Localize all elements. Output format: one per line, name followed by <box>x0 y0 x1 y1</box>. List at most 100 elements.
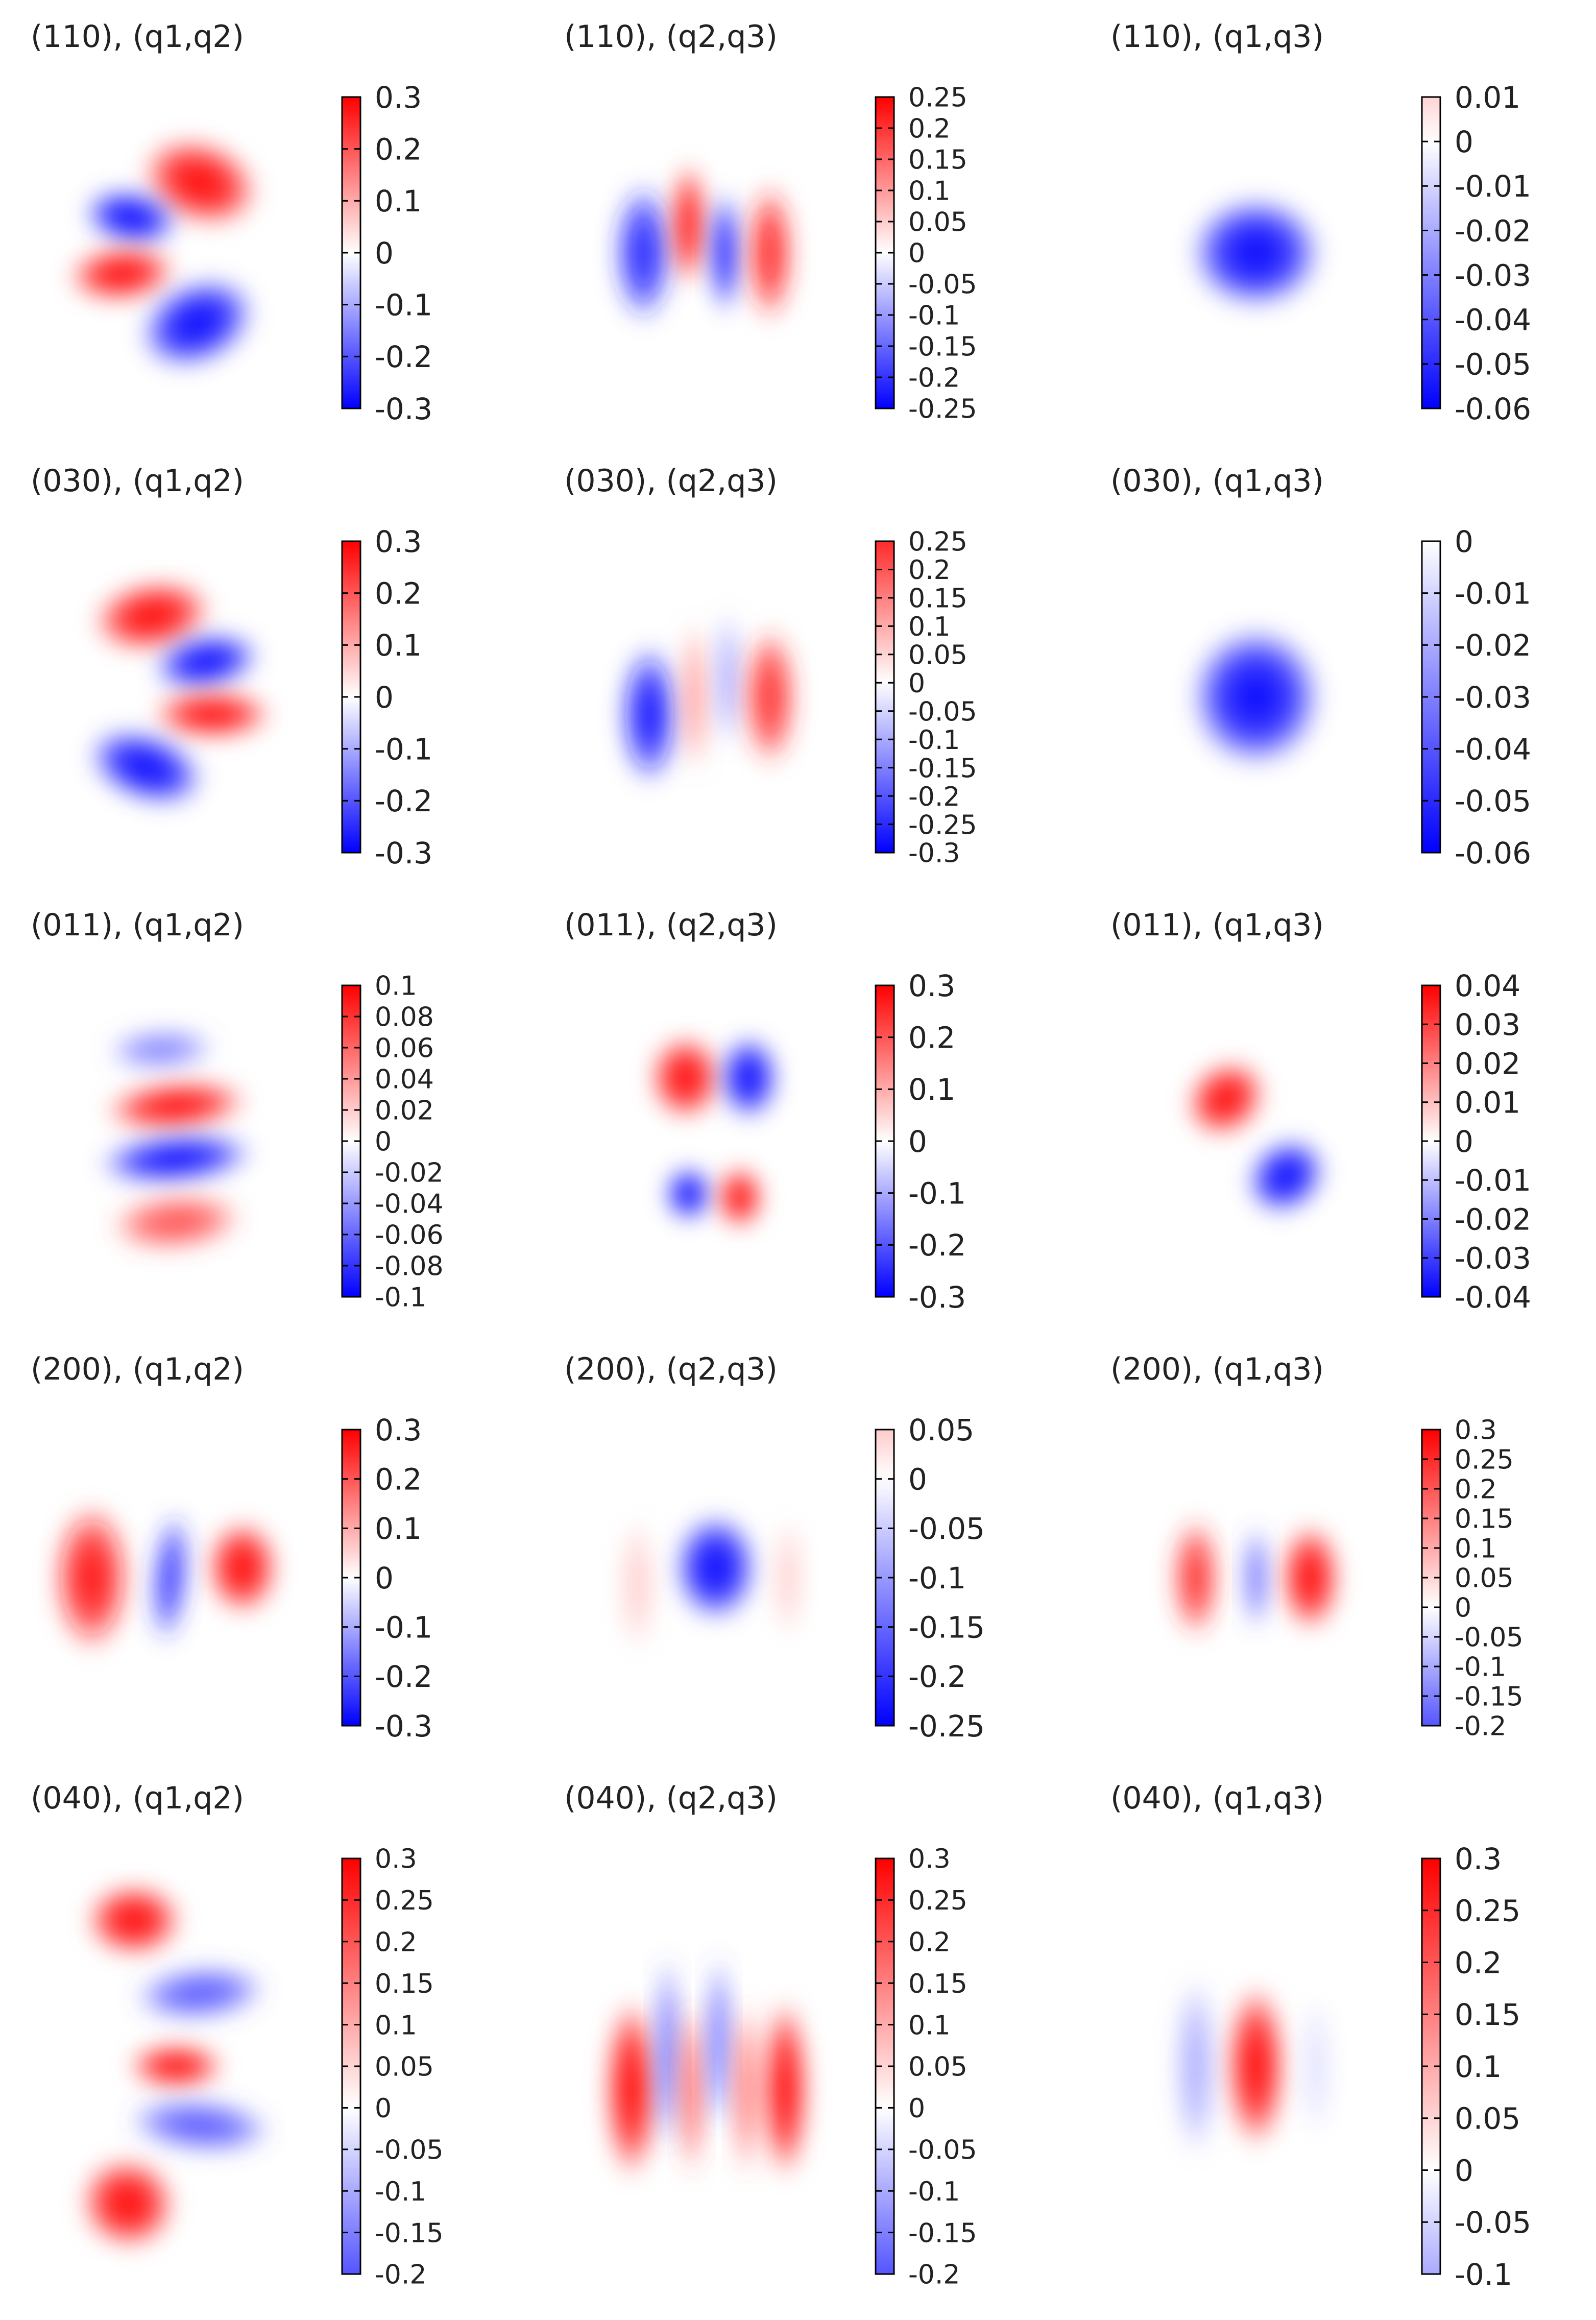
colorbar-tick-label: -0.02 <box>1455 1202 1531 1237</box>
heatmap-panel: (200), (q1,q3) 0.30.250.20.150.10.050-0.0… <box>1110 1351 1524 1742</box>
colorbar-tick-label: 0.03 <box>1455 1007 1520 1042</box>
colorbar-tick-label: 0.15 <box>1455 1997 1520 2032</box>
colorbar-tick-label: -0.3 <box>908 838 960 869</box>
colorbar-tick-label: -0.04 <box>375 1189 444 1220</box>
colorbar-tick-label: 0.2 <box>908 114 951 144</box>
colorbar: 0.250.20.150.10.050-0.05-0.1-0.15-0.2-0.… <box>875 83 977 425</box>
colorbar-tick-label: 0 <box>908 2093 925 2124</box>
negative-lobe <box>107 1028 215 1071</box>
colorbar-tick-label: -0.2 <box>375 2260 426 2290</box>
colorbar: 0.3 0.2 0.1 0 -0.1 -0.2 -0.3 <box>341 524 432 871</box>
colorbar-tick-label: -0.04 <box>1455 732 1531 767</box>
panel-title: (040), (q1,q2) <box>31 1780 244 1816</box>
colorbar-tick-label: -0.02 <box>1455 213 1531 248</box>
colorbar-tick-label: 0 <box>908 238 925 269</box>
negative-lobe <box>134 1965 267 2021</box>
colorbar-tick-label: -0.15 <box>908 753 977 784</box>
colorbar-tick-label: -0.06 <box>1455 836 1531 871</box>
panel-title: (110), (q1,q3) <box>1110 19 1324 55</box>
colorbar-tick-label: 0.2 <box>1455 1475 1497 1505</box>
positive-lobe <box>80 2157 176 2250</box>
colorbar: 0.3 0.2 0.1 0 -0.1 -0.2 -0.3 <box>875 969 966 1315</box>
colorbar-tick-label: -0.05 <box>908 1511 985 1546</box>
negative-lobe <box>88 728 204 807</box>
colorbar-tick-label: -0.02 <box>375 1158 444 1189</box>
colorbar-tick-label: -0.05 <box>908 2135 977 2166</box>
colorbar-tick-label: -0.03 <box>1455 1241 1531 1276</box>
panel-title: (200), (q1,q2) <box>31 1351 244 1387</box>
colorbar: 0 -0.01 -0.02 -0.03 -0.04 -0.05 -0.06 <box>1421 524 1531 871</box>
colorbar-tick-label: -0.25 <box>908 1709 985 1744</box>
positive-lobe <box>734 1997 758 2181</box>
positive-lobe <box>141 137 259 227</box>
negative-lobe <box>707 1952 731 2135</box>
colorbar-tick-label: 0 <box>908 668 925 699</box>
colorbar-tick-label: 0.3 <box>375 80 422 115</box>
colorbar-tick-label: 0.25 <box>1455 1445 1514 1476</box>
positive-lobe <box>1171 1517 1220 1638</box>
colorbar-tick-label: 0.1 <box>908 612 951 642</box>
colorbar-tick-label: 0 <box>375 1127 392 1157</box>
colorbar-tick-label: -0.1 <box>908 1561 966 1596</box>
panel-title: (110), (q2,q3) <box>564 19 778 55</box>
heatmap-plot <box>1171 1517 1341 1638</box>
colorbar-tick-label: -0.15 <box>375 2218 444 2249</box>
colorbar-tick-label: 0.02 <box>1455 1046 1520 1081</box>
negative-lobe <box>1190 626 1322 767</box>
negative-lobe <box>98 1133 254 1185</box>
positive-lobe <box>619 1517 656 1652</box>
colorbar-tick-label: 0.3 <box>375 1844 417 1875</box>
colorbar-tick-label: 0.3 <box>908 969 955 1003</box>
colorbar-tick-label: -0.05 <box>1455 1623 1524 1653</box>
colorbar-tick-label: 0.01 <box>1455 1085 1520 1120</box>
heatmap-plot <box>67 137 259 370</box>
colorbar-tick-label: 0.1 <box>908 1072 955 1107</box>
colorbar-tick-label: 0 <box>1455 1593 1471 1624</box>
colorbar-tick-label: 0.1 <box>375 2010 417 2041</box>
positive-lobe <box>772 1517 803 1638</box>
heatmap-panel: (110), (q2,q3)0.250.20.150.10.050-0.05-0… <box>564 19 977 425</box>
colorbar-tick-label: -0.1 <box>375 732 432 767</box>
colorbar-tick-label: 0 <box>375 1561 394 1596</box>
colorbar-tick-label: 0.05 <box>908 1413 974 1447</box>
negative-lobe <box>673 1513 758 1622</box>
colorbar-tick-label: 0.05 <box>908 640 968 671</box>
colorbar-tick-label: -0.3 <box>908 1280 966 1315</box>
colorbar-tick-label: -0.2 <box>1455 1711 1506 1742</box>
colorbar: 0.3 0.2 0.1 0 -0.1 -0.2 -0.3 <box>341 80 432 426</box>
colorbar-tick-label: -0.1 <box>1455 1652 1506 1683</box>
colorbar-tick-label: 0.15 <box>908 584 968 614</box>
positive-lobe <box>206 1520 279 1615</box>
colorbar-tick-label: 0 <box>375 680 394 715</box>
heatmap-plot <box>98 1028 254 1251</box>
colorbar: 0.250.20.150.10.050-0.05-0.1-0.15-0.2-0.… <box>875 527 977 869</box>
positive-lobe <box>104 1080 249 1131</box>
colorbar-tick-label: 0.05 <box>1455 2101 1520 2136</box>
colorbar-tick-label: 0.3 <box>908 1844 951 1875</box>
heatmap-panel: (011), (q1,q3) 0.04 0.03 0.02 0.01 0 -0.01 -0.0… <box>1110 907 1531 1315</box>
positive-lobe <box>715 1166 764 1229</box>
panel-title: (011), (q1,q3) <box>1110 907 1324 943</box>
heatmap-plot <box>1190 626 1322 767</box>
colorbar-tick-label: 0.01 <box>1455 80 1520 115</box>
positive-lobe <box>742 626 797 767</box>
colorbar-tick-label: 0.2 <box>375 576 422 611</box>
negative-lobe <box>619 644 680 785</box>
colorbar-tick-label: 0 <box>908 1462 927 1497</box>
colorbar-tick-label: 0 <box>375 236 394 271</box>
heatmap-panel: (040), (q1,q3) 0.3 0.25 0.2 0.15 0.1 0.05 0 -0.0… <box>1110 1780 1531 2292</box>
positive-lobe <box>761 1997 809 2181</box>
positive-lobe <box>680 1997 704 2181</box>
colorbar-tick-label: -0.01 <box>1455 169 1531 204</box>
colorbar-tick-label: 0.06 <box>375 1033 434 1064</box>
colorbar: 0.3 0.25 0.2 0.15 0.1 0.05 0 -0.05 -0.1 <box>1421 1842 1531 2292</box>
colorbar-tick-label: -0.01 <box>1455 1163 1531 1198</box>
negative-lobe <box>715 609 740 750</box>
negative-lobe <box>1246 1138 1326 1215</box>
colorbar-tick-label: -0.06 <box>1455 392 1531 426</box>
colorbar-tick-label: 0.15 <box>908 1969 968 1999</box>
heatmap-plot <box>80 1883 273 2250</box>
colorbar-tick-label: -0.15 <box>908 1610 985 1645</box>
colorbar-tick-label: 0.3 <box>375 1413 422 1447</box>
heatmap-plot <box>53 1503 279 1652</box>
